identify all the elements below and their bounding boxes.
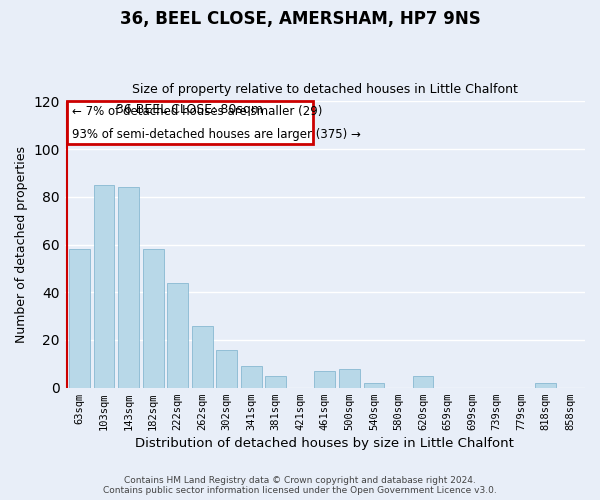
Bar (94, 185, 115, 388)
Bar (167, 282, 188, 388)
Bar (364, 383, 385, 388)
Bar (413, 376, 433, 388)
Bar (241, 366, 262, 388)
Text: Contains HM Land Registry data © Crown copyright and database right 2024.
Contai: Contains HM Land Registry data © Crown c… (103, 476, 497, 495)
FancyBboxPatch shape (67, 102, 313, 144)
Bar (192, 326, 212, 388)
Bar (69, 250, 90, 388)
Bar (143, 250, 164, 388)
Y-axis label: Number of detached properties: Number of detached properties (15, 146, 28, 343)
Bar (535, 383, 556, 388)
Text: ← 7% of detached houses are smaller (29): ← 7% of detached houses are smaller (29) (73, 105, 323, 118)
Bar (339, 368, 360, 388)
X-axis label: Distribution of detached houses by size in Little Chalfont: Distribution of detached houses by size … (136, 437, 514, 450)
Text: 36 BEEL CLOSE: 80sqm: 36 BEEL CLOSE: 80sqm (116, 103, 263, 116)
Bar (118, 187, 139, 388)
Bar (265, 376, 286, 388)
Title: Size of property relative to detached houses in Little Chalfont: Size of property relative to detached ho… (132, 83, 518, 96)
Text: 93% of semi-detached houses are larger (375) →: 93% of semi-detached houses are larger (… (73, 128, 361, 141)
Bar (314, 371, 335, 388)
Bar (217, 350, 237, 388)
Text: 36, BEEL CLOSE, AMERSHAM, HP7 9NS: 36, BEEL CLOSE, AMERSHAM, HP7 9NS (119, 10, 481, 28)
